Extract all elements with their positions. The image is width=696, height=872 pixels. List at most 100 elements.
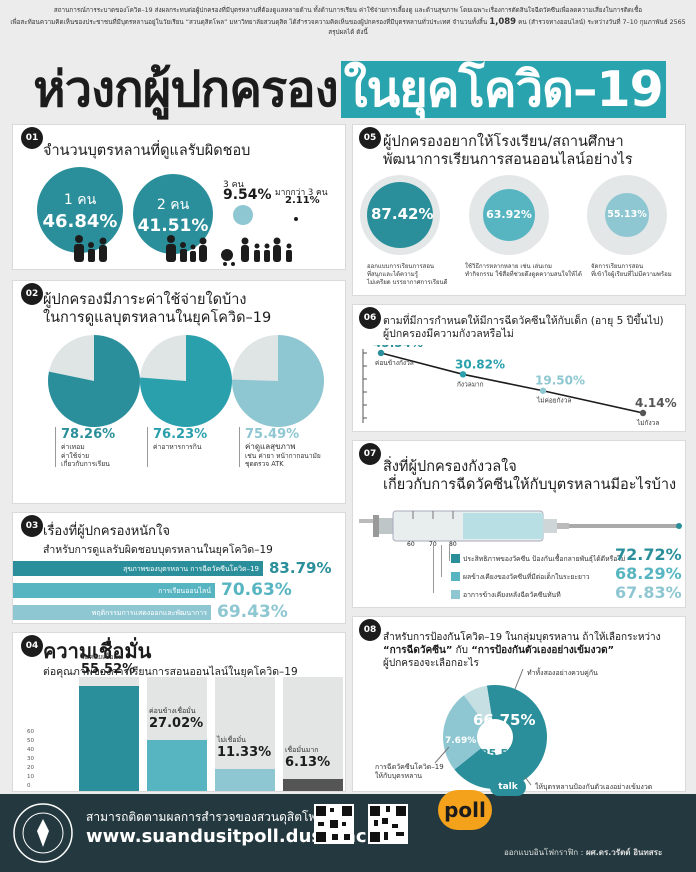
intro-line2b: คน (สำรวจทางออนไลน์) ระหว่างวันที่ 7–10 … bbox=[328, 18, 686, 37]
confidence-column bbox=[283, 677, 343, 791]
bar-percent: 6.13% bbox=[285, 755, 331, 771]
slice-label: การฉีดวัคซีนโควิด–19 bbox=[375, 762, 444, 771]
section-heading-line1: ผู้ปกครองมีภาระค่าใช้จ่ายใดบ้าง bbox=[43, 292, 247, 308]
section-number-badge: 06 bbox=[359, 307, 381, 329]
donut-slice bbox=[454, 685, 547, 789]
leader-line bbox=[449, 545, 450, 561]
y-axis-ticks: 60 50 40 30 20 10 0 bbox=[27, 729, 47, 795]
expense-label: ค่าเทอม ค่าใช้จ่าย เกี่ยวกับการเรียน bbox=[61, 443, 110, 468]
y-tick-label: 40 bbox=[27, 747, 34, 753]
section-heading-line2: พัฒนาการเรียนการสอนออนไลน์อย่างไร bbox=[383, 152, 633, 168]
scale-tick: 60 bbox=[407, 541, 415, 548]
university-logo bbox=[13, 803, 73, 863]
expense-pie-food bbox=[140, 335, 232, 427]
bar-label: พฤติกรรมการแสดงออกและพัฒนาการ bbox=[91, 609, 207, 617]
section-heading-line2: ต่อคุณภาพของการเรียนการสอนออนไลน์ในยุคโค… bbox=[43, 666, 298, 678]
bar-label: ไม่เชื่อมั่น bbox=[217, 736, 246, 745]
section-06: 06 ตามที่มีการกำหนดให้มีการฉีดวัคซีนให้ก… bbox=[352, 304, 686, 432]
section-number-badge: 02 bbox=[21, 283, 43, 305]
item-label: 2 คน bbox=[156, 197, 190, 213]
expense-pie-tuition bbox=[47, 335, 140, 427]
section-number-badge: 01 bbox=[21, 127, 43, 149]
suggestion-label: จัดการเรียนการสอน ที่เข้าใจผู้เรียนที่ไม่… bbox=[591, 263, 672, 278]
pie-more-than-3 bbox=[294, 217, 298, 221]
question-line1: สำหรับการป้องกันโควิด–19 ในกลุ่มบุตรหลาน… bbox=[383, 632, 661, 643]
pie-3-children bbox=[233, 205, 253, 225]
scale-tick: 80 bbox=[449, 541, 457, 548]
section-heading-line1: ผู้ปกครองอยากให้โรงเรียน/สถานศึกษา bbox=[383, 134, 624, 150]
line-point bbox=[639, 409, 647, 417]
section-heading-line1: สิ่งที่ผู้ปกครองกังวลใจ bbox=[383, 459, 517, 475]
suggestion-percent: 63.92% bbox=[486, 208, 532, 221]
expense-pie-health bbox=[232, 335, 325, 427]
section-number-badge: 08 bbox=[359, 619, 381, 641]
donut-slice bbox=[463, 685, 493, 723]
point-percent: 19.50% bbox=[535, 374, 585, 388]
point-percent: 4.14% bbox=[635, 396, 677, 410]
leader-line bbox=[433, 545, 434, 593]
section-07: 07 สิ่งที่ผู้ปกครองกังวลใจ เกี่ยวกับการฉ… bbox=[352, 440, 686, 608]
designer-credit: ออกแบบอินโฟกราฟิก : ผศ.ดร.วรัตต์ อินทสระ bbox=[504, 848, 663, 857]
concern-line-chart: 45.54% ค่อนข้างกังวล 30.82% กังวลมาก 19.50% ไ… bbox=[362, 345, 677, 427]
section-heading-line1: ตามที่มีการกำหนดให้มีการฉีดวัคซีนให้กับเ… bbox=[383, 315, 664, 327]
page-title: ห่วงกผู้ปกครอง ในยุคโควิด–19 bbox=[0, 50, 696, 128]
item-percent: 41.51% bbox=[137, 216, 209, 236]
confidence-bar bbox=[147, 739, 207, 791]
expense-percent: 78.26% bbox=[61, 427, 116, 442]
intro-line2a: เพื่อสะท้อนความคิดเห็นของประชาชนที่มีบุต… bbox=[10, 18, 488, 26]
section-heading-line1: เรื่องที่ผู้ปกครองหนักใจ bbox=[43, 524, 171, 539]
point-percent: 45.54% bbox=[373, 345, 423, 350]
point-label: ไม่ค่อยกังวล bbox=[536, 397, 571, 405]
bar-percent: 27.02% bbox=[149, 715, 204, 731]
leader-line bbox=[147, 427, 148, 467]
slice-percent: 25.56% bbox=[481, 747, 527, 760]
expense-label: ค่าดูแลสุขภาพ เช่น ค่ายา หน้ากากอนามัย ชุด… bbox=[245, 442, 321, 468]
bar-percent: 70.63% bbox=[221, 580, 292, 600]
slice-label: ให้บุตรหลานป้องกันตัวเองอย่างเข้มงวด bbox=[535, 782, 652, 791]
item-label: 1 คน bbox=[63, 192, 97, 208]
expense-pies bbox=[47, 335, 325, 427]
y-tick-label: 60 bbox=[27, 729, 34, 735]
slice-label: ให้กับบุตรหลาน bbox=[375, 771, 422, 780]
talk-bubble: talk bbox=[490, 778, 526, 796]
legend-swatch bbox=[451, 572, 460, 581]
slice-percent: 66.75% bbox=[473, 711, 535, 729]
follow-text: สามารถติดตามผลการสำรวจของสวนดุสิตโพลได้ท… bbox=[86, 810, 346, 824]
section-05: 05 ผู้ปกครองอยากให้โรงเรียน/สถานศึกษา พั… bbox=[352, 124, 686, 296]
bar-percent: 69.43% bbox=[217, 602, 288, 622]
concern-bar-online-learning: การเรียนออนไลน์ bbox=[13, 583, 215, 598]
donut-slice bbox=[443, 695, 485, 770]
section-03: 03 เรื่องที่ผู้ปกครองหนักใจ สำหรับการดูแ… bbox=[12, 512, 346, 624]
concern-bar-health: สุขภาพของบุตรหลาน การฉีดวัคซีนโควิด–19 bbox=[13, 561, 263, 576]
y-tick-label: 0 bbox=[27, 783, 31, 789]
expense-percent: 76.23% bbox=[153, 427, 208, 442]
worry-percent: 72.72% bbox=[615, 545, 682, 564]
bar-percent: 11.33% bbox=[217, 745, 272, 761]
section-number-badge: 03 bbox=[21, 515, 43, 537]
bar-label: เชื่อมั่นมาก bbox=[285, 746, 319, 755]
suggestion-label: ออกแบบการเรียนการสอน ที่สนุกและได้ความรู้… bbox=[367, 263, 448, 286]
qr-code-icon[interactable] bbox=[368, 804, 408, 844]
point-percent: 30.82% bbox=[455, 357, 505, 371]
bar-label: การเรียนออนไลน์ bbox=[158, 587, 211, 595]
bar-label: ค่อนข้างเชื่อมั่น bbox=[149, 706, 196, 715]
section-01: 01 จำนวนบุตรหลานที่ดูแลรับผิดชอบ 1 คน 46… bbox=[12, 124, 346, 270]
suggestion-percent: 87.42% bbox=[371, 205, 434, 223]
section-08: 08 สำหรับการป้องกันโควิด–19 ในกลุ่มบุตรห… bbox=[352, 616, 686, 792]
item-percent: 46.84% bbox=[42, 211, 118, 232]
confidence-bar bbox=[79, 685, 139, 791]
y-tick-label: 30 bbox=[27, 756, 34, 762]
bar-label: สุขภาพของบุตรหลาน การฉีดวัคซีนโควิด–19 bbox=[123, 565, 259, 573]
qr-code-icon[interactable] bbox=[314, 804, 354, 844]
point-label: ค่อนข้างกังวล bbox=[375, 359, 414, 367]
footer: สามารถติดตามผลการสำรวจของสวนดุสิตโพลได้ท… bbox=[0, 778, 696, 872]
question-line3: ผู้ปกครองจะเลือกอะไร bbox=[383, 658, 479, 669]
worry-label: อาการข้างเคียงหลังฉีดวัคซีนทันที bbox=[463, 591, 561, 599]
syringe-illustration bbox=[359, 510, 682, 542]
section-heading-line2: สำหรับการดูแลรับผิดชอบบุตรหลานในยุคโควิด… bbox=[43, 544, 273, 556]
title-part2: ในยุคโควิด–19 bbox=[340, 61, 666, 118]
bar-percent: 55.52% bbox=[81, 661, 136, 677]
section-heading-line2: ผู้ปกครองมีความกังวลหรือไม่ bbox=[383, 328, 514, 340]
suggestion-label: ใช้วิธีการหลากหลาย เช่น เล่นเกม ทำกิจกรรม… bbox=[465, 263, 582, 278]
leader-line bbox=[55, 427, 56, 467]
